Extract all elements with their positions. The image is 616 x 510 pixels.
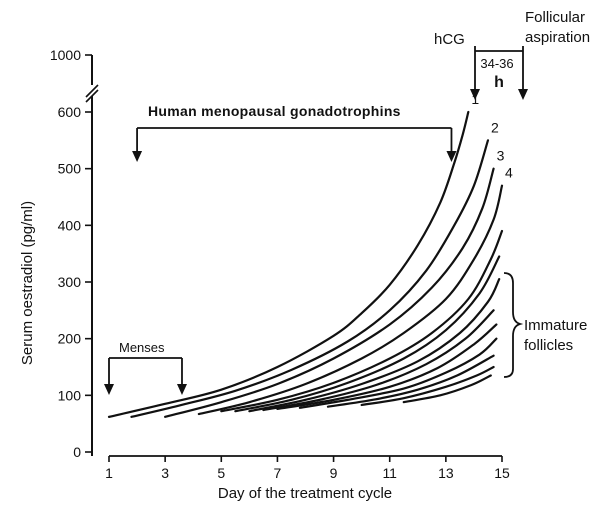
menses-label: Menses [119,340,165,355]
series-label-2: 2 [491,119,499,135]
y-tick-label: 1000 [50,47,81,63]
aspiration-label-line2: aspiration [525,29,590,46]
y-tick-label: 100 [58,387,82,403]
series-line-1 [107,110,470,418]
immature-brace [503,272,524,378]
series-line-3 [164,167,495,418]
x-tick-label: 3 [161,465,169,481]
hmg-label: Human menopausal gonadotrophins [148,103,401,119]
series-line-4 [197,184,504,416]
y-tick-label: 0 [73,444,81,460]
immature-label-line1: Immature [524,317,587,334]
hcg-arrow-arrowhead [470,89,480,100]
x-axis-label: Day of the treatment cycle [218,485,392,502]
menses-arrow-end-arrowhead [176,384,187,395]
series-label-3: 3 [497,148,505,164]
x-tick-label: 9 [330,465,338,481]
y-axis-label: Serum oestradiol (pg/ml) [19,201,36,365]
series-line-immature-3 [248,278,501,413]
aspiration-label-line1: Follicular [525,9,585,26]
annotations [104,46,528,395]
hcg-label: hCG [434,31,465,48]
y-tick-label: 400 [58,217,82,233]
interval-label-line1: 34-36 [480,56,513,71]
menses-arrow-start-arrowhead [104,384,114,395]
axis-break-mark [85,84,99,98]
hmg-arrow-end-arrowhead [446,151,457,162]
series-line-immature-5 [276,323,498,411]
interval-label-line2: h [494,74,504,91]
curves: 1234 [107,91,513,418]
series-line-immature-7 [326,354,495,408]
x-tick-label: 11 [382,465,397,481]
axis-break-mark [85,89,99,103]
hmg-arrow-start-arrowhead [132,151,143,162]
series-line-immature-8 [360,365,495,407]
series-line-immature-4 [262,309,495,412]
series-line-immature-1 [220,229,504,413]
x-tick-label: 7 [274,465,282,481]
y-tick-label: 600 [58,104,82,120]
series-line-immature-9 [402,374,492,404]
series-line-2 [130,139,490,418]
series-line-immature-2 [234,255,501,413]
series-label-4: 4 [505,165,513,181]
x-tick-label: 15 [494,465,510,481]
x-tick-label: 13 [438,465,454,481]
x-tick-label: 1 [105,465,113,481]
y-tick-label: 200 [58,331,82,347]
aspiration-arrow-arrowhead [518,89,528,100]
series-line-immature-6 [298,337,498,409]
x-tick-label: 5 [217,465,225,481]
y-tick-label: 300 [58,274,82,290]
y-tick-label: 500 [58,161,82,177]
immature-label-line2: follicles [524,337,573,354]
